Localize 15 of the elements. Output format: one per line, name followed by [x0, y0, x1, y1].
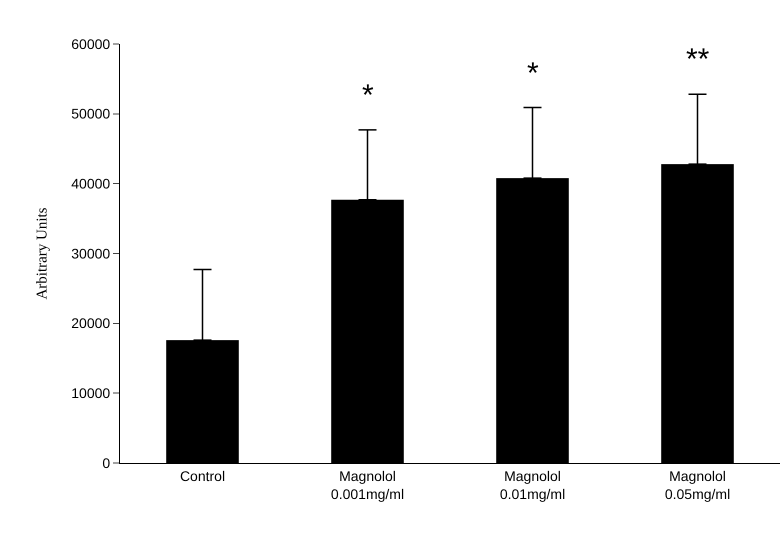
- y-tick-label: 50000: [71, 106, 110, 122]
- y-tick-label: 40000: [71, 176, 110, 192]
- x-tick-label: Magnolol 0.01mg/ml: [500, 468, 566, 502]
- y-tick-label: 20000: [71, 315, 110, 332]
- annotation: *: [362, 79, 374, 112]
- y-tick-label: 0: [102, 454, 110, 471]
- x-tick-label: Magnolol 0.05mg/ml: [664, 468, 730, 502]
- y-tick-label: 60000: [71, 36, 110, 52]
- x-tick-label: Control: [180, 468, 226, 484]
- y-tick-label: 10000: [71, 385, 110, 402]
- x-tick-label: Magnolol 0.001mg/ml: [330, 468, 404, 502]
- y-tick-label: 30000: [71, 245, 110, 262]
- annotation: *: [527, 57, 539, 90]
- annotation: **: [686, 43, 710, 76]
- y-axis-title: Arbitrary Units: [34, 207, 51, 300]
